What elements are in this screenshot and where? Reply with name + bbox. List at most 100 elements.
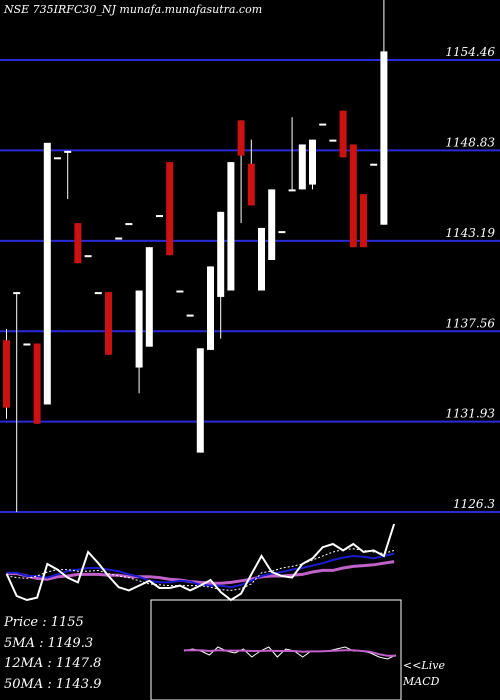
y-tick-label: 1131.93 <box>445 407 495 421</box>
candle-body <box>370 163 378 166</box>
candle <box>54 157 61 160</box>
candle <box>288 117 296 192</box>
candle <box>43 142 51 405</box>
candle <box>84 255 92 258</box>
candle-body <box>339 110 347 158</box>
candle <box>135 290 143 394</box>
candle-body <box>23 343 31 346</box>
candle-body <box>125 223 133 226</box>
candle <box>145 247 153 347</box>
macd-live-label: <<Live <box>403 659 445 672</box>
candle <box>237 120 245 224</box>
macd-panel <box>150 599 402 700</box>
candle-body <box>196 348 204 453</box>
candle-body <box>84 255 92 258</box>
chart-title: NSE 735IRFC30_NJ munafa.munafasutra.com <box>3 3 262 16</box>
candle <box>166 162 174 256</box>
white-line <box>5 523 396 602</box>
candle <box>105 292 112 355</box>
candle <box>329 139 337 142</box>
candle-body <box>258 227 265 291</box>
y-tick-label: 1154.46 <box>445 45 495 59</box>
macd-frame <box>150 599 402 700</box>
candle <box>186 314 194 317</box>
candle <box>74 223 82 264</box>
candle-body <box>135 290 143 368</box>
candle-body <box>64 150 72 153</box>
macd-signal-line <box>184 649 396 657</box>
candle <box>319 123 327 126</box>
candle-body <box>217 211 225 297</box>
price-gridlines <box>0 59 500 513</box>
ma5-readout: 5MA : 1149.3 <box>4 636 93 651</box>
y-tick-label: 1143.19 <box>445 226 495 240</box>
candle <box>176 290 184 293</box>
candle-body <box>298 144 306 190</box>
candle-body <box>207 266 214 350</box>
candle-body <box>329 139 337 142</box>
candle <box>380 0 388 225</box>
candle <box>196 348 204 453</box>
candle-body <box>33 343 41 424</box>
candle-body <box>115 237 123 240</box>
candle-body <box>309 139 316 185</box>
candle-body <box>237 120 245 156</box>
candle <box>3 329 10 419</box>
ma12-readout: 12MA : 1147.8 <box>4 656 101 671</box>
y-axis-labels: 1154.46 1148.83 1143.19 1137.56 1131.93 1126.… <box>445 45 495 511</box>
y-tick-label: 1137.56 <box>445 316 495 330</box>
candle-body <box>166 162 174 256</box>
candle-body <box>54 157 61 160</box>
candle-body <box>349 144 357 248</box>
y-tick-label: 1148.83 <box>445 135 495 149</box>
candle-body <box>13 292 21 295</box>
candle-body <box>74 223 82 264</box>
magenta-line <box>6 560 395 585</box>
candle-body <box>227 162 235 291</box>
candlestick-series <box>3 0 388 512</box>
candle-body <box>43 142 51 405</box>
candle <box>268 189 276 261</box>
candle-body <box>360 194 367 248</box>
candle <box>360 194 367 248</box>
candle <box>339 110 347 158</box>
candle <box>258 227 265 291</box>
candle <box>94 292 102 295</box>
candle <box>64 150 72 200</box>
candle-body <box>380 51 388 225</box>
candle-body <box>176 290 184 293</box>
candle <box>156 215 163 218</box>
candle-body <box>145 247 153 347</box>
candle-body <box>247 163 255 206</box>
candle-body <box>319 123 327 126</box>
candle-body <box>94 292 102 295</box>
candle-body <box>3 340 10 408</box>
ma50-readout: 50MA : 1143.9 <box>4 677 101 692</box>
candle-body <box>156 215 163 218</box>
candle-body <box>268 189 276 261</box>
candle <box>298 144 306 190</box>
candle-body <box>278 231 286 234</box>
macd-name-label: MACD <box>402 675 440 688</box>
candle <box>309 139 316 190</box>
candle <box>33 343 41 424</box>
candle <box>370 163 378 166</box>
candle-body <box>288 189 296 192</box>
price-readout: Price : 1155 <box>3 615 84 630</box>
candle <box>217 211 225 339</box>
momentum-panel <box>5 523 396 602</box>
candle-body <box>105 292 112 355</box>
candle <box>349 144 357 248</box>
candle <box>23 343 31 346</box>
y-tick-label: 1126.3 <box>453 497 495 511</box>
candle <box>125 223 133 226</box>
candle <box>115 237 123 240</box>
candle <box>247 139 255 206</box>
candle <box>13 292 21 512</box>
candle-body <box>186 314 194 317</box>
candle <box>227 162 235 291</box>
candle <box>278 231 286 234</box>
candle <box>207 266 214 350</box>
